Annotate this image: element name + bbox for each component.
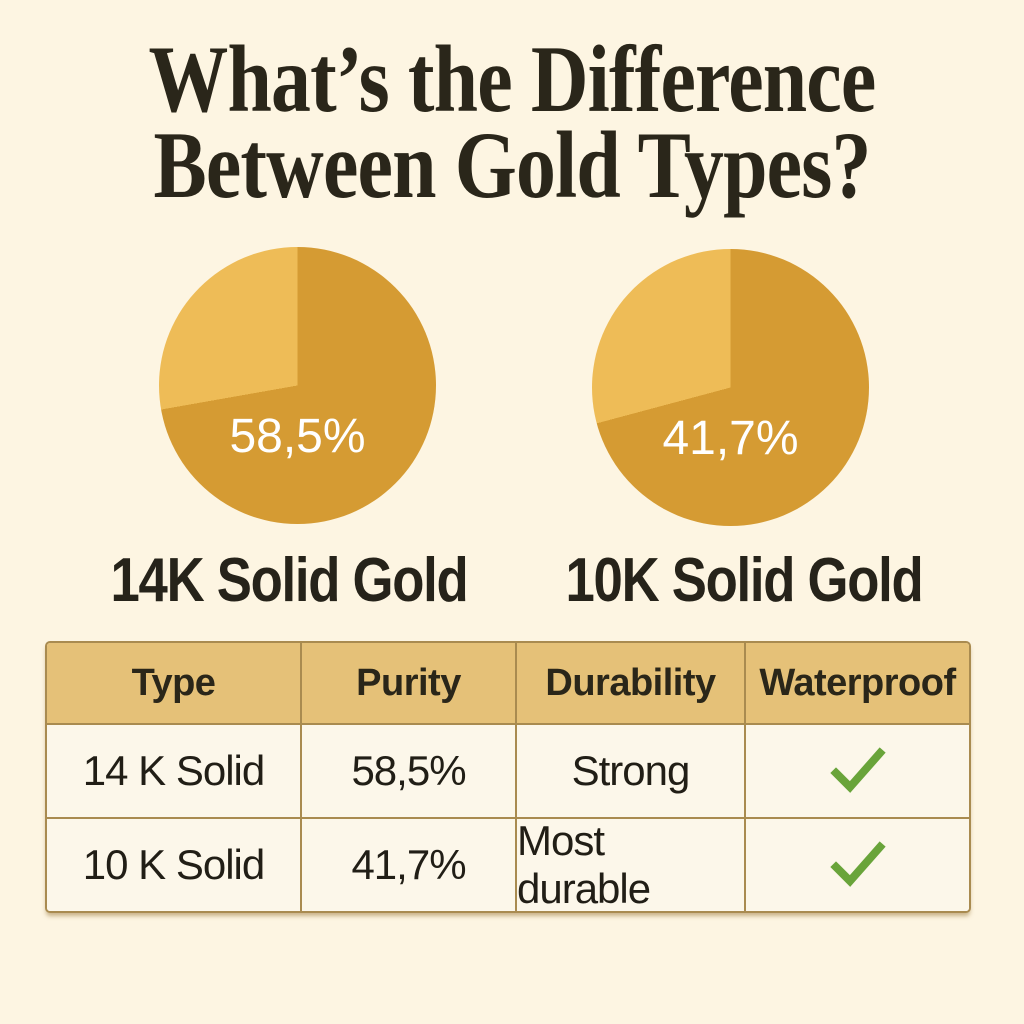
page-title: What’s the Difference Between Gold Types… [82, 26, 942, 218]
pie-caption-14k: 14K Solid Gold [110, 546, 469, 615]
cell-type-10k: 10 K Solid [47, 817, 300, 911]
column-header-durability: Durability [515, 643, 744, 723]
cell-durability-10k: Most durable [515, 817, 744, 911]
checkmark-icon [829, 747, 886, 793]
column-header-type: Type [47, 643, 300, 723]
page-title-line2: Between Gold Types? [153, 112, 871, 218]
page-title-line1: What’s the Difference [148, 26, 877, 132]
column-header-waterproof: Waterproof [744, 643, 969, 723]
cell-type-14k: 14 K Solid [47, 723, 300, 817]
pie-percentage-label-10k: 41,7% [662, 412, 799, 465]
cell-purity-14k: 58,5% [300, 723, 515, 817]
pie-chart-14k: 58,5% [159, 247, 436, 524]
comparison-table: Type Purity Durability Waterproof 14 K S… [45, 641, 971, 913]
cell-waterproof-10k [744, 817, 969, 911]
cell-waterproof-14k [744, 723, 969, 817]
cell-purity-10k: 41,7% [300, 817, 515, 911]
checkmark-icon [829, 841, 886, 887]
pie-chart-10k: 41,7% [592, 249, 869, 526]
cell-durability-14k: Strong [515, 723, 744, 817]
pie-percentage-label-14k: 58,5% [229, 410, 366, 463]
column-header-purity: Purity [300, 643, 515, 723]
pie-caption-10k: 10K Solid Gold [565, 546, 924, 615]
